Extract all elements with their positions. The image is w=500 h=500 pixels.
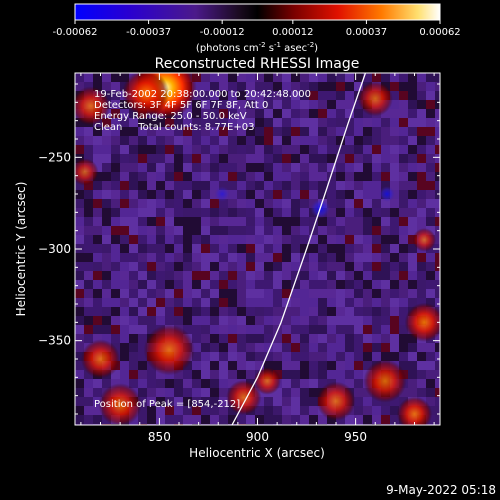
hot-region (75, 158, 99, 186)
y-tick-label: −300 (38, 242, 71, 256)
hot-region (75, 86, 111, 126)
hot-region (98, 383, 142, 425)
hot-region (143, 324, 195, 376)
heatmap-image (75, 73, 440, 425)
hot-region (226, 379, 262, 416)
x-axis-label: Heliocentric X (arcsec) (189, 446, 325, 460)
cold-region (379, 186, 395, 202)
colorbar-tick-label: 0.00012 (272, 27, 313, 38)
annotation-clean: Clean Total counts: 8.77E+03 (94, 122, 254, 133)
hot-region (396, 396, 433, 425)
colorbar-tick-label: -0.00037 (126, 27, 171, 38)
x-tick-label: 900 (246, 430, 269, 444)
hot-region (253, 367, 282, 395)
solar-limb-curve (231, 73, 367, 425)
chart-title: Reconstructed RHESSI Image (155, 56, 360, 72)
colorbar-tick-label: -0.00012 (200, 27, 245, 38)
axis-ticks: 850 900 950 −250 −300 −350 (38, 73, 440, 444)
annotation-time: 19-Feb-2002 20:38:00.000 to 20:42:48.000 (94, 89, 311, 100)
hot-region (122, 73, 170, 117)
annotation-detectors: Detectors: 3F 4F 5F 6F 7F 8F, Att 0 (94, 100, 268, 111)
hot-region (80, 339, 121, 379)
x-tick-label: 950 (344, 430, 367, 444)
y-tick-label: −350 (38, 334, 71, 348)
cold-region (214, 186, 231, 202)
hot-region (357, 81, 393, 117)
colorbar-tick-label: 0.00037 (346, 27, 387, 38)
peak-position-label: Position of Peak = [854,-212] (94, 399, 240, 410)
hot-region (404, 302, 440, 342)
colorbar-tick-label: 0.00062 (419, 27, 460, 38)
footer-timestamp: 9-May-2022 05:18 (386, 483, 496, 497)
y-tick-label: −250 (38, 150, 71, 164)
colorbar-unit-label: (photons cm-2 s-1 asec-2) (196, 41, 318, 54)
colorbar (74, 3, 441, 21)
y-axis-label: Heliocentric Y (arcsec) (14, 182, 28, 317)
colorbar-ticks: -0.00062 -0.00037 -0.00012 0.00012 0.00037 0.… (53, 20, 461, 38)
annotation-energy: Energy Range: 25.0 - 50.0 keV (94, 111, 247, 122)
x-tick-label: 850 (148, 430, 171, 444)
hot-region (316, 381, 356, 421)
colorbar-tick-label: -0.00062 (53, 27, 98, 38)
hot-region (363, 359, 407, 403)
hot-region (412, 228, 437, 252)
